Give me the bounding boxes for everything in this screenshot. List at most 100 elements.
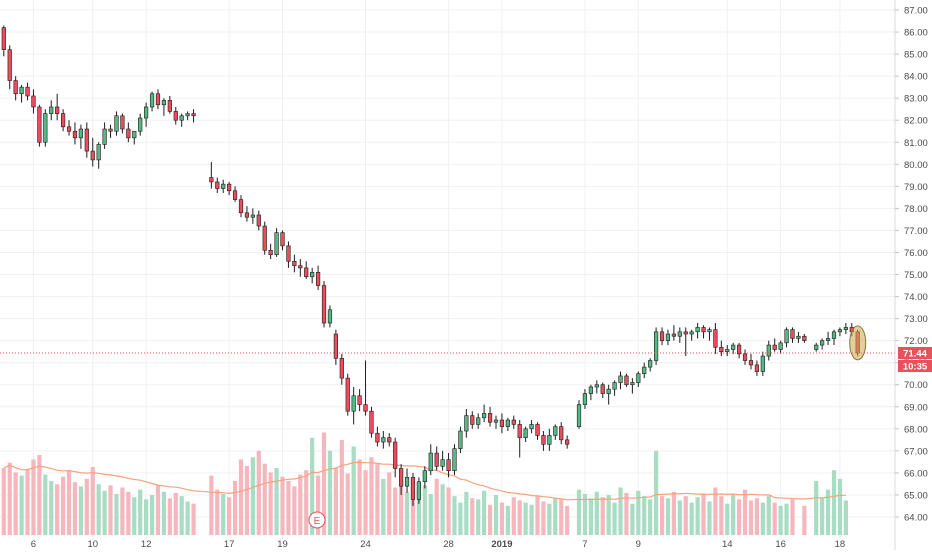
candle [1, 25, 6, 57]
candle-body [321, 285, 327, 324]
price-axis[interactable]: 64.0065.0066.0067.0068.0069.0070.0071.00… [894, 0, 932, 550]
candle [49, 100, 54, 121]
last-price-badge-bg [898, 346, 932, 359]
candle [37, 104, 42, 147]
volume-bar [114, 493, 119, 535]
time-tick-label: 10 [87, 539, 98, 550]
candle [707, 327, 712, 341]
volume-bar [766, 496, 771, 535]
volume-bar [179, 496, 184, 535]
candle-body [482, 413, 487, 419]
candle [837, 327, 843, 337]
time-tick-label: 7 [582, 539, 587, 550]
volume-bar [737, 499, 742, 535]
volume-bar [814, 481, 819, 535]
candle [689, 329, 694, 341]
volume-bar [404, 491, 410, 535]
candle-body [209, 177, 214, 183]
price-tick-label: 67.00 [904, 446, 928, 457]
volume-bar [280, 476, 285, 535]
volume-bars [1, 432, 848, 535]
candle [505, 417, 510, 432]
volume-bar [102, 490, 107, 535]
volume-bar [772, 502, 777, 535]
candle-body [665, 333, 671, 341]
volume-bar [594, 491, 599, 535]
time-axis[interactable]: 6 10 12 17 19 24 28 2019 7 9 14 16 18 [31, 539, 845, 550]
volume-bar [719, 496, 724, 535]
candle-body [446, 459, 451, 472]
volume-bar [837, 478, 843, 535]
volume-bar [725, 503, 730, 535]
candle [250, 208, 255, 224]
candle-body [820, 340, 825, 346]
volume-bar [244, 465, 250, 535]
candle [315, 265, 321, 290]
volume-bar [464, 491, 469, 535]
candle-body [843, 327, 848, 330]
candle [262, 221, 267, 255]
candle-body [357, 395, 362, 405]
candle [72, 122, 78, 145]
volume-bar [523, 502, 528, 535]
volume-bar [820, 498, 825, 535]
candle [280, 230, 285, 251]
price-tick-label: 70.00 [904, 380, 928, 391]
highlight-ellipse [849, 325, 867, 361]
candle [179, 113, 184, 127]
candle-body [648, 360, 653, 368]
candle-body [132, 130, 137, 139]
candle [683, 327, 688, 357]
volume-bar [535, 496, 540, 535]
candle [820, 338, 825, 350]
candle [713, 323, 718, 354]
candle-body [677, 331, 682, 337]
candle [748, 353, 754, 370]
volume-bar [428, 493, 433, 535]
candle [482, 404, 487, 423]
volume-bar [831, 470, 837, 535]
price-tick-label: 84.00 [904, 72, 928, 83]
candle [55, 93, 60, 121]
candle-body [78, 128, 83, 139]
candle-body [167, 100, 172, 112]
price-tick-label: 81.00 [904, 138, 928, 149]
volume-bar [582, 493, 588, 535]
volume-bar [268, 472, 273, 535]
volume-bar [345, 473, 350, 535]
candle [624, 373, 629, 387]
volume-bar [612, 502, 617, 535]
candle-body [505, 419, 510, 427]
volume-bar [618, 487, 623, 535]
volume-bar [529, 504, 534, 535]
candle-body [493, 419, 499, 423]
price-tick-label: 82.00 [904, 116, 928, 127]
candle [232, 186, 238, 202]
volume-bar [7, 462, 12, 535]
candle-body [464, 415, 469, 432]
candle-body [280, 232, 285, 247]
candle-body [404, 477, 410, 487]
candle-body [232, 190, 238, 200]
volume-bar [381, 478, 386, 535]
price-tick-label: 76.00 [904, 248, 928, 259]
candle [754, 360, 760, 376]
candle [701, 325, 706, 339]
volume-bar [458, 502, 463, 535]
candle [642, 362, 647, 379]
candle [428, 444, 433, 476]
candle [565, 435, 570, 449]
candle-body [559, 426, 564, 441]
candle-body [719, 346, 724, 352]
volume-bar [470, 498, 475, 535]
candle-body [138, 117, 143, 132]
volume-bar [351, 446, 356, 535]
candle-body [440, 459, 445, 467]
last-price-badge: 71.44 10:35 [898, 346, 932, 372]
volume-bar [37, 455, 42, 535]
candle [606, 384, 611, 405]
volume-bar [559, 499, 564, 535]
candle [78, 124, 83, 149]
